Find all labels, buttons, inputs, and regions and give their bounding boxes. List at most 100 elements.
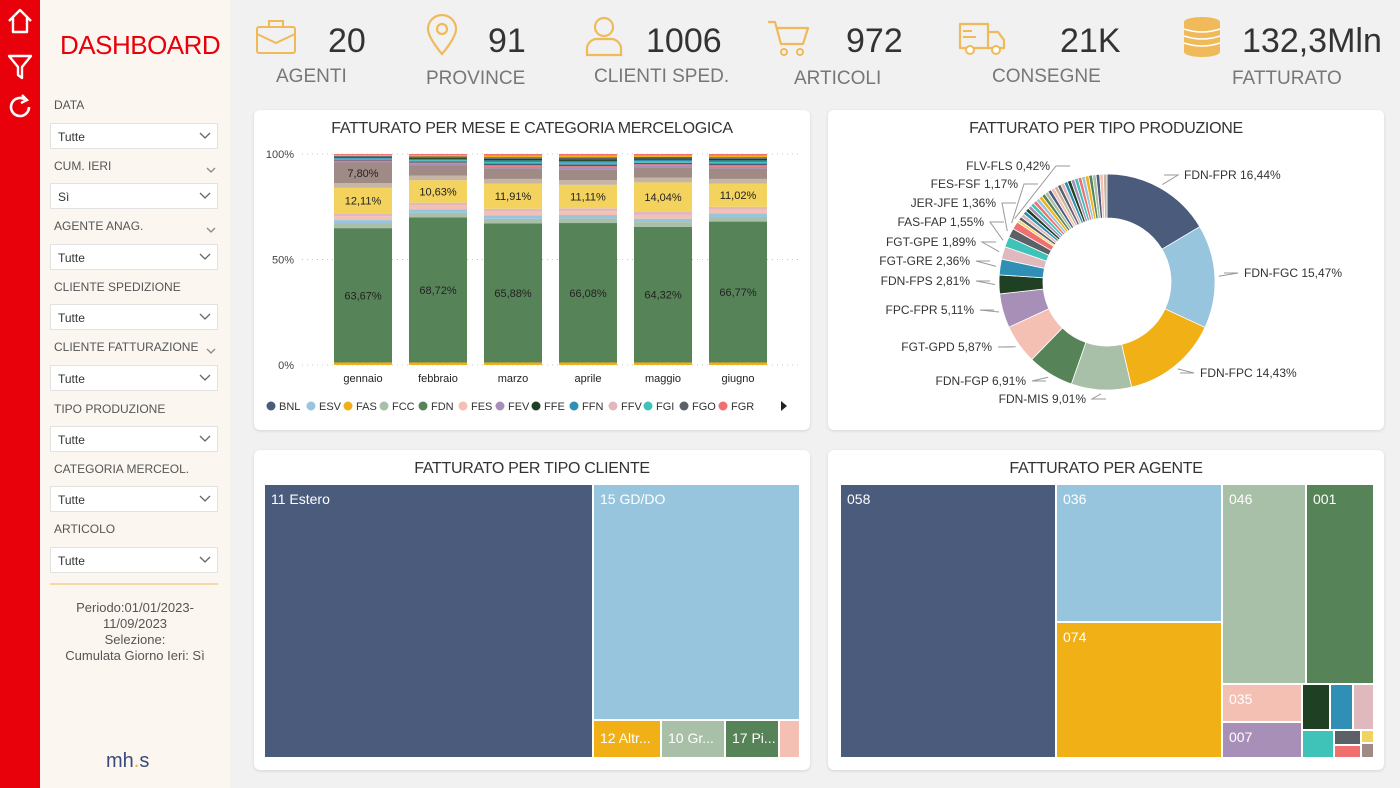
bar-segment-minor-1[interactable] [559, 166, 617, 168]
bar-segment-minor-3[interactable] [634, 161, 692, 163]
bar-segment-fdn[interactable] [559, 223, 617, 363]
bar-segment-fcy[interactable] [634, 182, 692, 212]
bar-segment-fbr[interactable] [559, 169, 617, 181]
bar-segment-esv[interactable] [409, 209, 467, 213]
legend-item[interactable]: FEV [495, 401, 531, 413]
treemap-cell[interactable] [1353, 684, 1374, 730]
bar-segment-fcy[interactable] [559, 184, 617, 209]
legend-item[interactable]: FFE [531, 401, 565, 413]
treemap-cell[interactable] [1330, 684, 1353, 730]
bar-segment-minor-4[interactable] [484, 160, 542, 162]
bar-segment-minor-2[interactable] [709, 163, 767, 166]
legend-item[interactable]: FGO [679, 401, 717, 413]
bar-segment-minor-5[interactable] [484, 158, 542, 161]
bar-segment-esv[interactable] [634, 218, 692, 223]
bar-segment-fas[interactable] [409, 362, 467, 365]
bar-gennaio[interactable]: 63,67% 12,11% 7,80% [334, 154, 392, 365]
bar-segment-minor-8[interactable] [334, 154, 392, 155]
treemap-cell[interactable]: 058 [840, 484, 1056, 758]
bar-segment-fcy[interactable] [334, 187, 392, 214]
bar-segment-minor-5[interactable] [334, 156, 392, 158]
bar-segment-light[interactable] [559, 180, 617, 185]
treemap-cell[interactable]: 12 Altr... [593, 720, 661, 758]
bar-segment-light[interactable] [484, 178, 542, 184]
bar-segment-fcy[interactable] [409, 180, 467, 203]
bar-segment-fes[interactable] [409, 205, 467, 210]
bar-segment-minor-1[interactable] [709, 165, 767, 167]
bar-segment-minor-6[interactable] [484, 157, 542, 159]
bar-segment-minor-1[interactable] [484, 165, 542, 167]
legend-item[interactable]: FFN [569, 401, 604, 413]
treemap-cell[interactable]: 046 [1222, 484, 1306, 684]
legend-item[interactable]: FES [458, 401, 493, 413]
bar-segment-minor-0[interactable] [334, 161, 392, 163]
filter-select[interactable]: Tutte [50, 486, 218, 512]
bar-segment-minor-2[interactable] [634, 162, 692, 165]
bar-segment-minor-4[interactable] [709, 160, 767, 162]
filter-select[interactable]: Tutte [50, 426, 218, 452]
bar-segment-fdn[interactable] [634, 226, 692, 363]
treemap-cell[interactable] [779, 720, 800, 758]
legend-item[interactable]: FCC [379, 401, 415, 413]
bar-segment-minor-3[interactable] [409, 160, 467, 162]
donut-slice[interactable] [1102, 173, 1108, 219]
bar-giugno[interactable]: 66,77% 11,02% [709, 154, 767, 365]
bar-segment-minor-0[interactable] [559, 167, 617, 170]
treemap-cell[interactable] [1361, 730, 1374, 743]
bar-segment-fcc[interactable] [334, 223, 392, 229]
legend-next-icon[interactable] [781, 401, 787, 411]
treemap-cell[interactable]: 001 [1306, 484, 1374, 684]
bar-segment-minor-5[interactable] [559, 159, 617, 161]
bar-segment-fcy[interactable] [709, 183, 767, 207]
legend-item[interactable]: FGR [718, 401, 755, 413]
bar-segment-minor-8[interactable] [709, 154, 767, 156]
bar-aprile[interactable]: 66,08% 11,11% [559, 154, 617, 365]
treemap-cell[interactable]: 11 Estero [264, 484, 593, 758]
bar-segment-fbr[interactable] [634, 167, 692, 178]
home-icon[interactable] [5, 6, 35, 36]
bar-segment-light[interactable] [634, 177, 692, 183]
bar-segment-minor-0[interactable] [634, 165, 692, 168]
legend-item[interactable]: FDN [418, 401, 454, 413]
bar-segment-ffv[interactable] [409, 202, 467, 206]
bar-segment-minor-4[interactable] [634, 159, 692, 162]
bar-segment-fas[interactable] [484, 362, 542, 365]
bar-segment-fcy[interactable] [484, 183, 542, 209]
treemap-cell[interactable]: 074 [1056, 622, 1222, 758]
bar-segment-minor-7[interactable] [409, 155, 467, 157]
bar-segment-fcc[interactable] [709, 216, 767, 222]
bar-segment-minor-7[interactable] [709, 155, 767, 158]
bar-segment-fas[interactable] [634, 362, 692, 365]
bar-segment-fdn[interactable] [709, 221, 767, 363]
bar-segment-minor-2[interactable] [559, 164, 617, 167]
filter-select[interactable]: Tutte [50, 123, 218, 149]
bar-segment-fbr[interactable] [484, 168, 542, 179]
bar-segment-light[interactable] [409, 175, 467, 181]
bar-segment-fdn[interactable] [484, 223, 542, 363]
filter-select[interactable]: Tutte [50, 304, 218, 330]
bar-segment-minor-8[interactable] [634, 154, 692, 156]
bar-segment-ffv[interactable] [634, 211, 692, 215]
refresh-icon[interactable] [5, 92, 35, 122]
chevron-down-icon[interactable] [206, 161, 216, 173]
bar-segment-fcc[interactable] [559, 218, 617, 224]
bar-febbraio[interactable]: 68,72% 10,63% [409, 154, 467, 365]
bar-segment-minor-0[interactable] [409, 163, 467, 166]
treemap-cell[interactable] [1334, 730, 1361, 745]
bar-segment-esv[interactable] [334, 220, 392, 224]
bar-segment-fes[interactable] [709, 209, 767, 214]
bar-segment-fas[interactable] [559, 362, 617, 365]
filter-select[interactable]: Tutte [50, 244, 218, 270]
bar-segment-esv[interactable] [709, 213, 767, 217]
bar-segment-minor-6[interactable] [709, 157, 767, 159]
bar-segment-fdn[interactable] [334, 228, 392, 363]
treemap-cell[interactable]: 035 [1222, 684, 1302, 722]
bar-segment-minor-5[interactable] [634, 158, 692, 160]
bar-segment-fcc[interactable] [634, 222, 692, 227]
bar-segment-fdn[interactable] [409, 217, 467, 363]
bar-segment-minor-3[interactable] [334, 158, 392, 160]
bar-segment-minor-1[interactable] [334, 160, 392, 162]
bar-segment-fbr[interactable] [409, 165, 467, 176]
treemap-cell[interactable]: 10 Gr... [661, 720, 725, 758]
bar-segment-fcc[interactable] [409, 212, 467, 218]
